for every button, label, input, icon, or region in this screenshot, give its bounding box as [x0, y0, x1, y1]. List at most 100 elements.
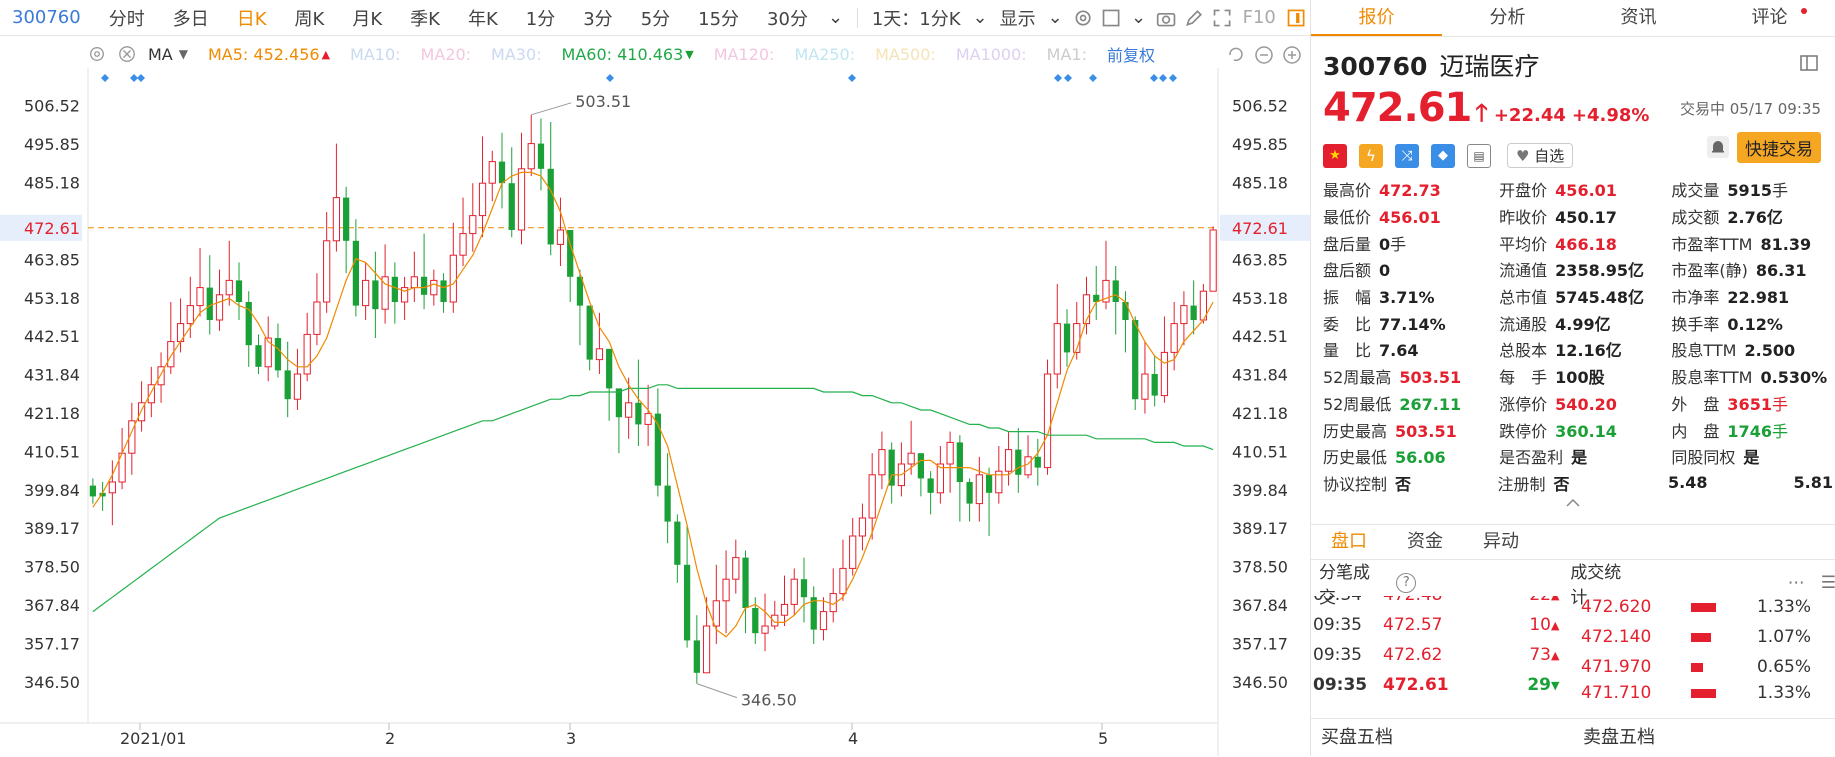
stat-price: 472.140: [1581, 627, 1652, 647]
quote-value: 0.530%: [1760, 368, 1828, 388]
display-dropdown[interactable]: 显示: [999, 8, 1036, 30]
chart-grid: [0, 68, 1310, 756]
stats-list[interactable]: 472.620 1.33% 472.140 1.07% 471.970 0.65% 471.…: [1579, 596, 1829, 716]
tab-fenshi[interactable]: 分时: [108, 8, 145, 30]
tab-niank[interactable]: 年K: [467, 8, 498, 30]
y-tick-right: 410.51: [1232, 442, 1288, 461]
event-marker: [1064, 74, 1072, 82]
current-price-bg-left: [0, 214, 82, 241]
y-tick-right: 421.18: [1232, 404, 1288, 423]
quote-label: 涨停价: [1499, 394, 1548, 414]
y-tick-left: 431.84: [24, 366, 80, 385]
tab-zhouk[interactable]: 周K: [294, 8, 325, 30]
gear-icon[interactable]: [1073, 5, 1093, 31]
ma-label[interactable]: MA: [148, 44, 173, 64]
ticks-list[interactable]: 09:34472.4822 ▲ 09:35 472.57 10 ▲ 09:35 472.6…: [1311, 596, 1561, 716]
chevron-down-icon[interactable]: ⌄: [827, 7, 844, 28]
quote-cell: 跌停价 360.14: [1499, 418, 1671, 442]
tab-comments[interactable]: 评论: [1751, 7, 1788, 28]
buy-five-label[interactable]: 买盘五档: [1321, 727, 1393, 748]
candle-body: [303, 333, 311, 375]
candle-body: [985, 474, 993, 493]
bell-icon[interactable]: [1707, 136, 1729, 158]
tab-jik[interactable]: 季K: [410, 8, 440, 30]
ma20-value: MA20:: [420, 44, 472, 64]
chevron-down-icon[interactable]: ⌄: [1131, 7, 1147, 28]
lightning-icon[interactable]: ϟ: [1359, 143, 1383, 168]
camera-icon[interactable]: [1156, 5, 1176, 31]
candle-body: [917, 453, 925, 479]
x-tick-label: 2021/01: [120, 729, 186, 748]
tab-3min[interactable]: 3分: [583, 8, 613, 30]
ma500-value: MA500:: [875, 44, 936, 64]
quote-cell: 开盘价 456.01: [1499, 177, 1671, 201]
list-icon[interactable]: ☰: [1820, 573, 1835, 593]
order-book-bar: 买盘五档 卖盘五档: [1311, 718, 1835, 757]
add-watchlist-button[interactable]: ♥ 自选: [1507, 143, 1574, 168]
candle-body: [517, 168, 526, 231]
fullscreen-icon[interactable]: [1212, 5, 1232, 31]
candle-body: [819, 611, 828, 631]
sell-five-label[interactable]: 卖盘五档: [1583, 727, 1655, 748]
chevron-down-icon[interactable]: ⌄: [1047, 7, 1063, 28]
quote-label: 盘后额: [1323, 261, 1372, 281]
chevron-down-icon[interactable]: ▼: [178, 47, 188, 61]
candle-body: [1180, 305, 1188, 325]
quote-value: 5915: [1727, 181, 1772, 201]
candle-body: [800, 579, 808, 598]
quote-cell: 总股本 12.16亿: [1499, 337, 1671, 361]
stat-pct: 0.65%: [1756, 657, 1811, 677]
bookmark-icon[interactable]: ▤: [1467, 143, 1491, 168]
quote-cell: 总市值 5745.48亿: [1499, 284, 1671, 308]
gear-icon[interactable]: [88, 45, 106, 63]
tab-duori[interactable]: 多日: [172, 8, 209, 30]
quote-label: 总市值: [1499, 288, 1548, 308]
help-icon[interactable]: ?: [1396, 573, 1417, 593]
unit-label: 手: [1771, 181, 1788, 201]
event-marker: [1169, 74, 1177, 82]
tab-zijin[interactable]: 资金: [1407, 531, 1443, 552]
chart-background: [0, 68, 1310, 756]
quote-value: 503.51: [1395, 421, 1457, 441]
more-icon[interactable]: ⋯: [1787, 573, 1805, 593]
candle-body: [352, 240, 360, 306]
tag-icon[interactable]: ◆: [1431, 143, 1455, 168]
tab-15min[interactable]: 15分: [698, 8, 740, 30]
event-marker: [101, 74, 109, 82]
tab-yuek[interactable]: 月K: [352, 8, 383, 30]
kline-chart[interactable]: 506.52 506.52 495.85 495.85 485.18 485.18 472.…: [0, 68, 1310, 756]
fuquan-button[interactable]: 前复权: [1107, 46, 1156, 65]
panel-toggle-icon[interactable]: [1286, 5, 1306, 31]
tab-yidong[interactable]: 异动: [1483, 531, 1519, 552]
tick-row: 09:35 472.57 10 ▲: [1311, 610, 1561, 640]
square-icon[interactable]: [1101, 5, 1121, 31]
layout-icon[interactable]: [1799, 53, 1819, 73]
tick-row: 09:34472.4822 ▲: [1311, 596, 1561, 610]
chevron-up-icon[interactable]: [1565, 496, 1581, 508]
y-tick-left: 378.50: [24, 558, 80, 577]
quote-value: 5745.48亿: [1555, 288, 1645, 308]
china-flag-icon[interactable]: ★: [1323, 143, 1347, 168]
zoom-in-icon[interactable]: [1283, 46, 1301, 64]
tab-rik[interactable]: 日K: [236, 8, 267, 30]
range-select[interactable]: 1天：1分K: [871, 8, 961, 30]
tab-analysis[interactable]: 分析: [1489, 7, 1526, 28]
tab-5min[interactable]: 5分: [640, 8, 671, 30]
tab-quote[interactable]: 报价: [1311, 0, 1442, 36]
tab-pankou[interactable]: 盘口: [1331, 531, 1367, 552]
tab-news[interactable]: 资讯: [1620, 7, 1657, 28]
tab-1min[interactable]: 1分: [525, 8, 556, 30]
chevron-down-icon[interactable]: ⌄: [972, 7, 988, 28]
event-marker: [1089, 74, 1097, 82]
quick-trade-button[interactable]: 快捷交易: [1737, 132, 1821, 163]
pencil-icon[interactable]: [1184, 5, 1204, 31]
tick-volume: 29: [1527, 675, 1551, 695]
candle-body: [810, 597, 817, 630]
tab-30min[interactable]: 30分: [767, 8, 808, 30]
zoom-out-icon[interactable]: [1255, 46, 1273, 64]
f10-button[interactable]: F10: [1242, 7, 1276, 28]
shuffle-icon[interactable]: ⤨: [1395, 143, 1419, 168]
up-arrow-icon: ▲: [1551, 648, 1560, 662]
undo-icon[interactable]: [1229, 47, 1243, 62]
close-icon[interactable]: [118, 45, 136, 63]
